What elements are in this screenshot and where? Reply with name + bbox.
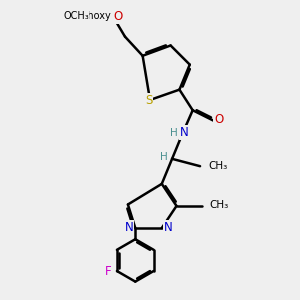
Text: OCH₃: OCH₃ — [63, 11, 89, 21]
Text: S: S — [145, 94, 152, 107]
Text: N: N — [180, 126, 189, 139]
Text: methoxy: methoxy — [68, 11, 111, 21]
Text: O: O — [113, 11, 122, 23]
Text: F: F — [105, 265, 112, 278]
Text: N: N — [164, 221, 172, 234]
Text: CH₃: CH₃ — [208, 160, 228, 171]
Text: N: N — [124, 221, 133, 234]
Text: O: O — [214, 113, 223, 126]
Text: H: H — [160, 152, 168, 162]
Text: H: H — [170, 128, 178, 138]
Text: CH₃: CH₃ — [210, 200, 229, 210]
